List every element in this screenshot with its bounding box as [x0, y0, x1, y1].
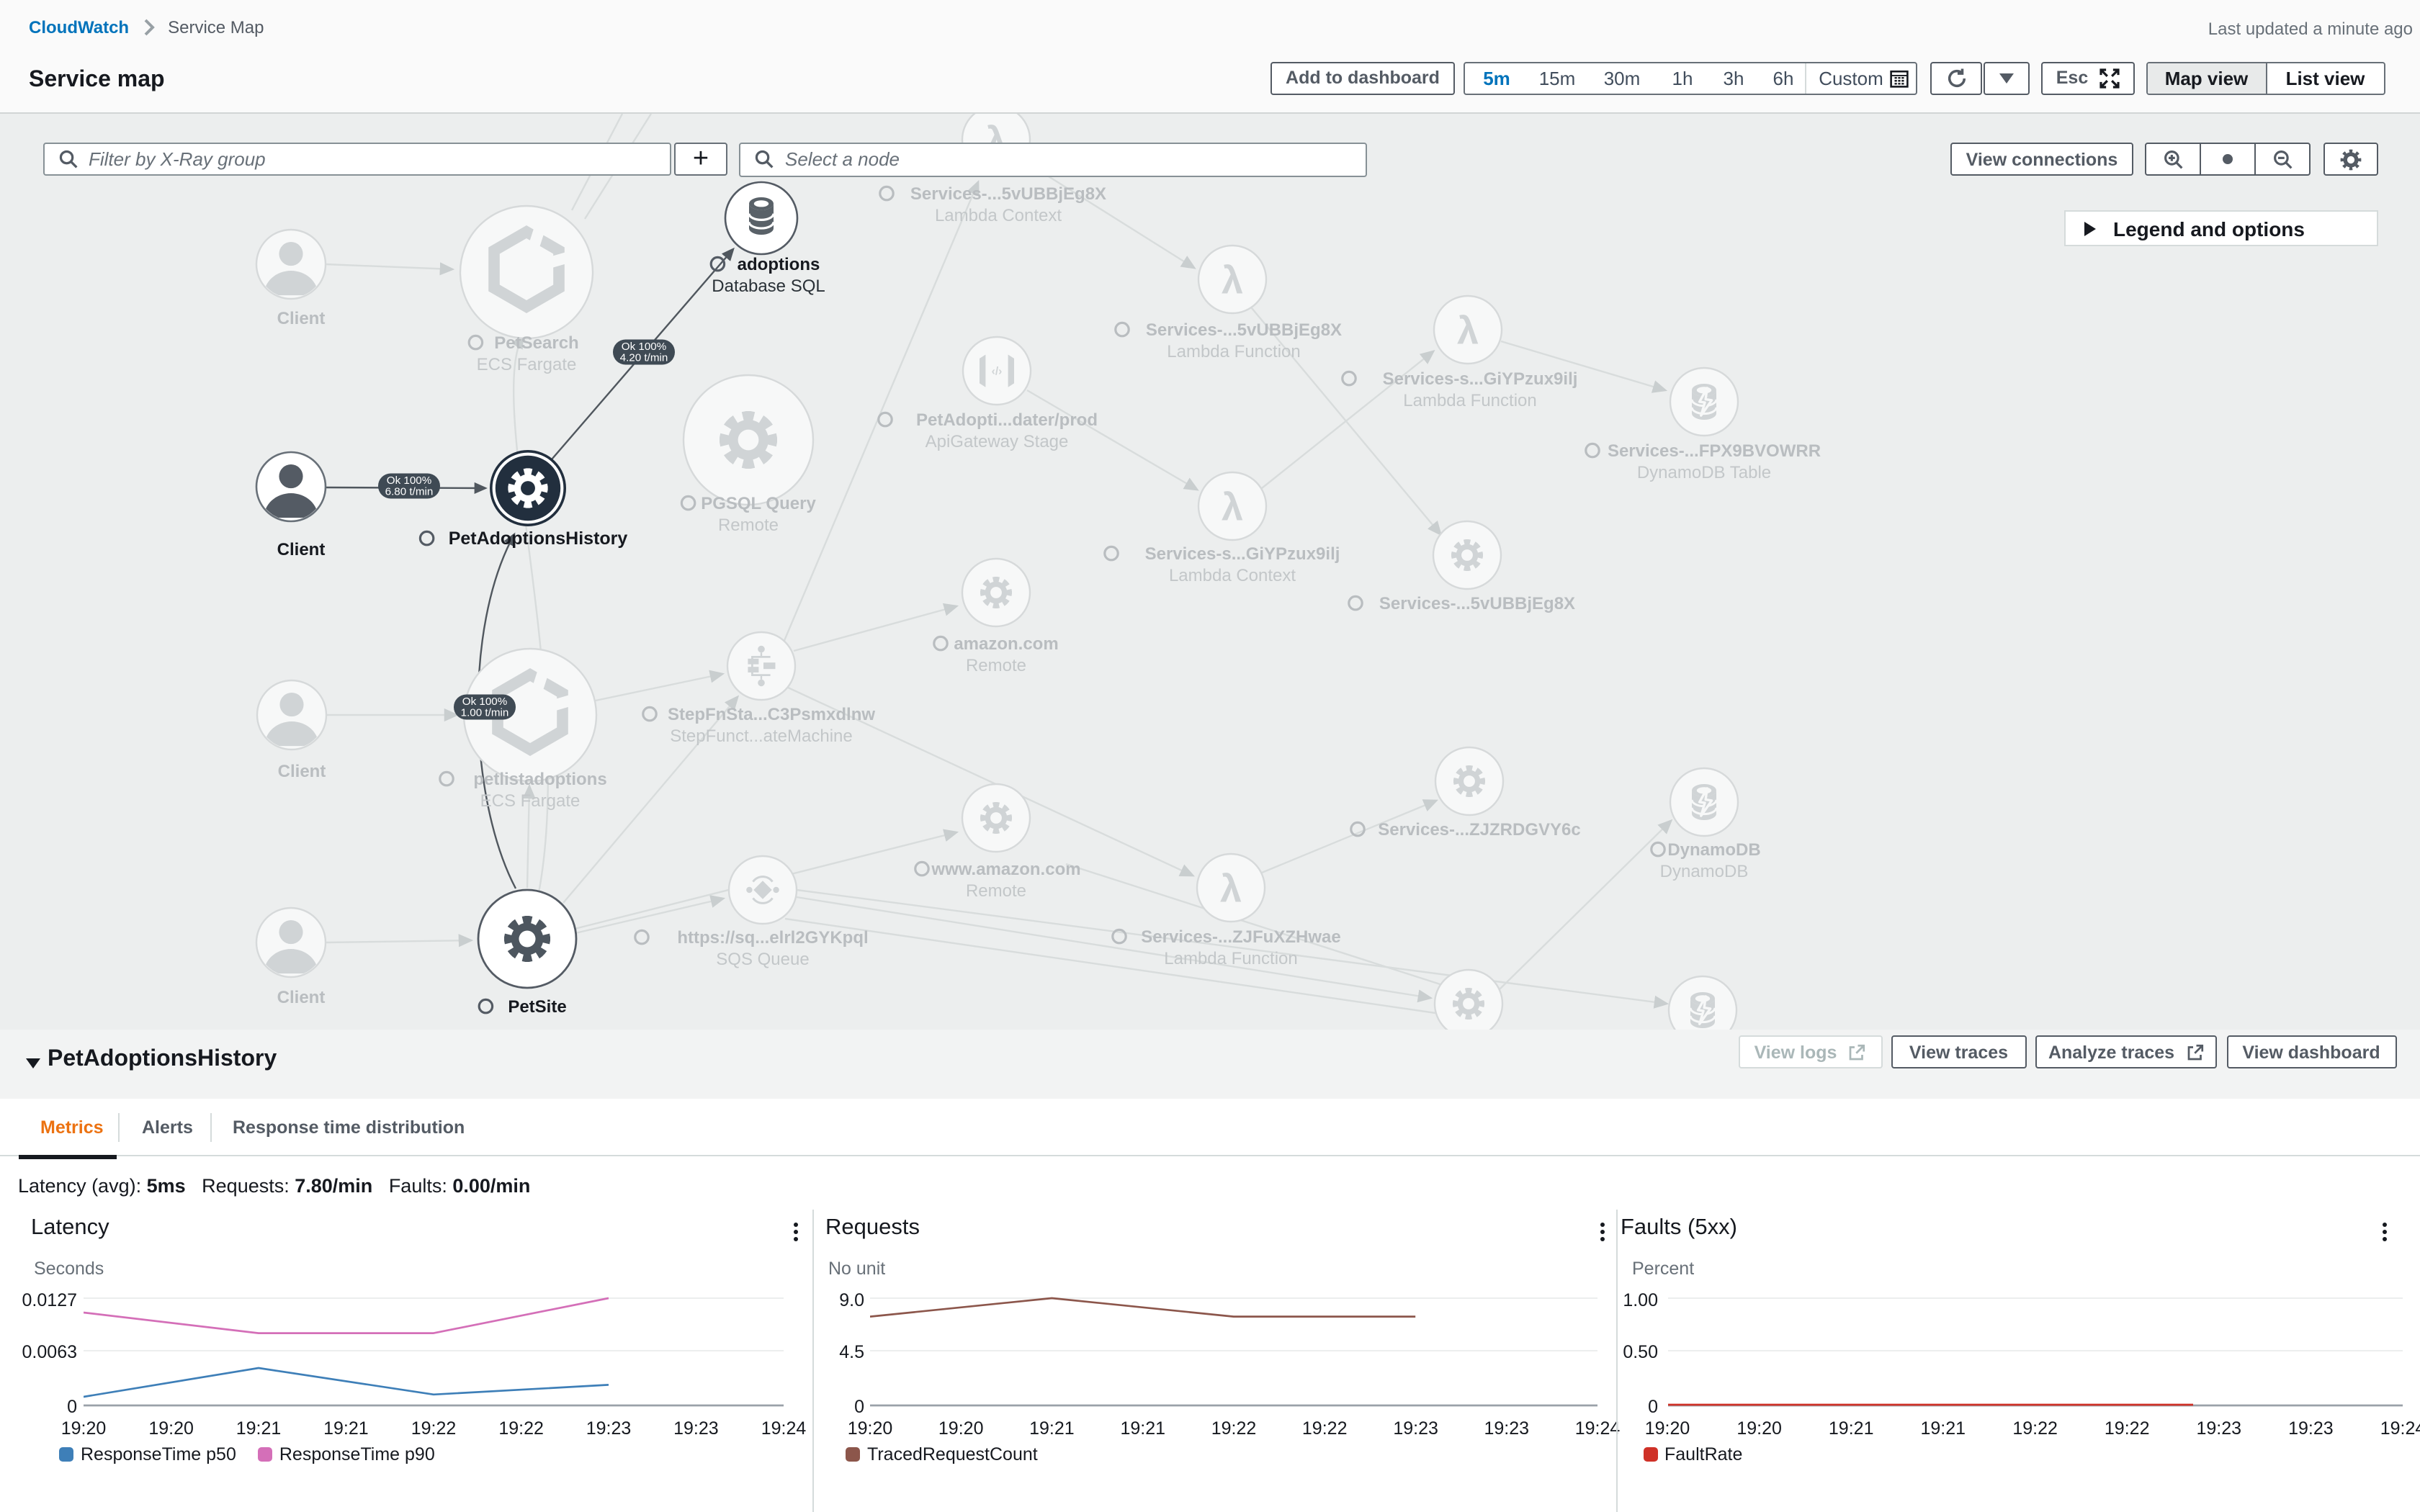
svg-text:Remote: Remote: [966, 881, 1026, 901]
svg-text:Services-...5vUBBjEg8X: Services-...5vUBBjEg8X: [1379, 594, 1575, 613]
svg-text:DynamoDB: DynamoDB: [1660, 862, 1749, 881]
svg-text:PetSearch: PetSearch: [494, 333, 578, 353]
svg-text:StepFnSta...C3Psmxdlnw: StepFnSta...C3Psmxdlnw: [668, 705, 875, 724]
svg-text:PetSite: PetSite: [508, 997, 566, 1017]
svg-text:Services-...5vUBBjEg8X: Services-...5vUBBjEg8X: [1146, 320, 1342, 340]
svg-text:Services-s...GiYPzux9ilj: Services-s...GiYPzux9ilj: [1145, 544, 1340, 564]
svg-text:Services-...ZJZRDGVY6c: Services-...ZJZRDGVY6c: [1378, 820, 1580, 840]
svg-text:PetAdopti...dater/prod: PetAdopti...dater/prod: [916, 410, 1098, 430]
svg-text:Remote: Remote: [966, 656, 1026, 675]
svg-text:Services-...ZJFuXZHwae: Services-...ZJFuXZHwae: [1141, 927, 1340, 947]
svg-text:λ: λ: [1222, 485, 1243, 528]
svg-text:PetAdoptionsHistory: PetAdoptionsHistory: [449, 528, 628, 549]
svg-text:Client: Client: [278, 762, 326, 781]
svg-text:Services-...FPX9BVOWRR: Services-...FPX9BVOWRR: [1608, 441, 1821, 461]
svg-text:Lambda Function: Lambda Function: [1164, 949, 1297, 968]
svg-text:λ: λ: [1222, 258, 1243, 302]
svg-text:https://sq...elrl2GYKpql: https://sq...elrl2GYKpql: [677, 928, 868, 948]
svg-text:Lambda Function: Lambda Function: [1403, 391, 1536, 410]
svg-text:Ok 100%: Ok 100%: [462, 696, 507, 708]
svg-text:Lambda Context: Lambda Context: [1169, 566, 1296, 585]
svg-text:6.80 t/min: 6.80 t/min: [385, 486, 434, 498]
svg-text:adoptions: adoptions: [738, 255, 820, 274]
svg-text:Lambda Function: Lambda Function: [1167, 342, 1300, 361]
svg-text:4.20 t/min: 4.20 t/min: [620, 352, 668, 364]
svg-text:Database SQL: Database SQL: [712, 276, 825, 296]
svg-text:amazon.com: amazon.com: [954, 634, 1058, 654]
svg-text:Lambda Context: Lambda Context: [935, 206, 1062, 225]
svg-text:λ: λ: [1220, 867, 1242, 910]
svg-text:Remote: Remote: [718, 516, 779, 535]
svg-text:Ok 100%: Ok 100%: [622, 341, 666, 353]
svg-text:DynamoDB Table: DynamoDB Table: [1637, 463, 1771, 482]
svg-text:ApiGateway Stage: ApiGateway Stage: [926, 432, 1069, 451]
svg-text:StepFunct...ateMachine: StepFunct...ateMachine: [670, 726, 852, 746]
svg-text:Client: Client: [277, 309, 326, 328]
svg-text:Services-s...GiYPzux9ilj: Services-s...GiYPzux9ilj: [1383, 369, 1578, 389]
svg-text:λ: λ: [1457, 309, 1479, 352]
svg-text:DynamoDB: DynamoDB: [1667, 840, 1760, 860]
svg-text:1.00 t/min: 1.00 t/min: [461, 707, 509, 719]
svg-text:‹/›: ‹/›: [992, 365, 1003, 377]
svg-text:Client: Client: [277, 540, 326, 559]
svg-text:www.amazon.com: www.amazon.com: [931, 860, 1080, 879]
svg-text:PGSQL Query: PGSQL Query: [701, 494, 816, 513]
svg-text:ECS Fargate: ECS Fargate: [477, 355, 577, 374]
svg-text:SQS Queue: SQS Queue: [716, 950, 809, 969]
svg-text:Ok 100%: Ok 100%: [387, 474, 431, 487]
svg-text:Client: Client: [277, 988, 326, 1007]
svg-text:Services-...5vUBBjEg8X: Services-...5vUBBjEg8X: [910, 184, 1106, 204]
svg-text:petlistadoptions: petlistadoptions: [473, 770, 606, 789]
svg-text:ECS Fargate: ECS Fargate: [480, 791, 581, 811]
